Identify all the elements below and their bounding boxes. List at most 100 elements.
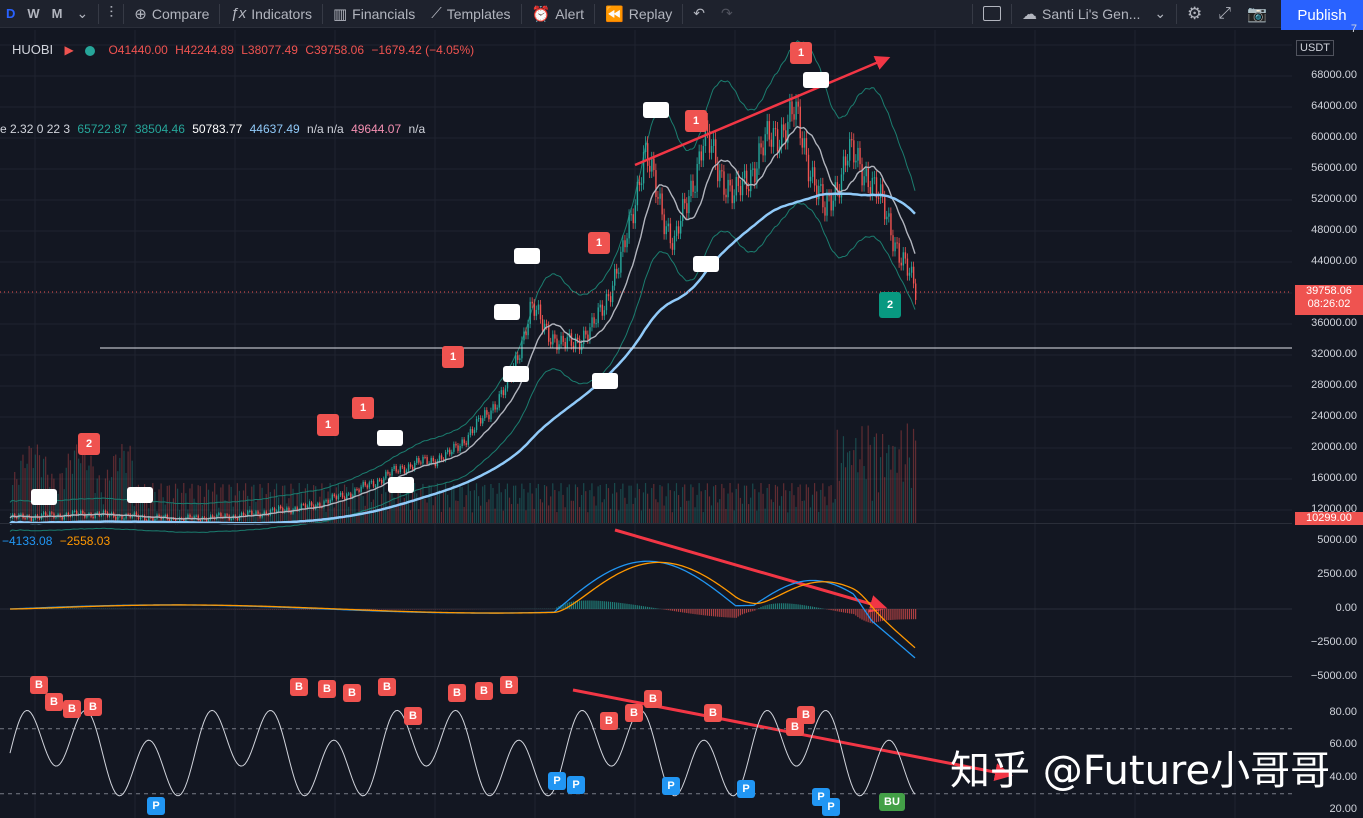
price-chart-canvas[interactable] — [0, 30, 1363, 818]
volume-bar — [82, 446, 84, 523]
volume-bar — [189, 488, 191, 523]
volume-bar — [886, 453, 888, 523]
volume-bar — [915, 440, 917, 523]
indicator-value-sma: 44637.49 — [249, 122, 300, 136]
alert-button[interactable]: ⏰ Alert — [524, 0, 592, 28]
macd-hist-bar — [838, 609, 840, 612]
candle-body — [762, 147, 764, 156]
candle-body — [671, 243, 674, 250]
volume-bar — [849, 450, 851, 523]
candle-body — [515, 355, 517, 367]
rsi-p-label: P — [548, 772, 566, 790]
candle-body — [630, 214, 632, 216]
sell-signal-label: 1 — [317, 414, 339, 436]
volume-bar — [851, 465, 853, 523]
macd-hist-bar — [581, 600, 583, 609]
macd-hist-bar — [717, 609, 719, 617]
volume-bar — [434, 496, 436, 523]
rsi-p-label: P — [662, 777, 680, 795]
pane-separator[interactable] — [0, 523, 1292, 524]
volume-bar — [339, 500, 342, 523]
candle-body — [496, 407, 498, 410]
volume-bar — [756, 510, 758, 523]
candle-body — [581, 343, 583, 351]
camera-icon[interactable]: 📷 — [1247, 5, 1267, 23]
candle-body — [426, 457, 428, 465]
volume-bar — [393, 497, 395, 523]
candle-body — [65, 513, 68, 516]
volume-bar — [261, 487, 263, 523]
macd-hist-bar — [605, 601, 607, 609]
timeframe-w[interactable]: W — [27, 6, 40, 21]
candle-body — [100, 514, 103, 516]
candle-body — [170, 518, 173, 522]
top-toolbar: D W M ⌄ ⫶ ⊕ Compare ƒx Indicators ▥ Financi… — [0, 0, 1363, 28]
price-tick-label: 28000.00 — [1311, 379, 1357, 391]
price-tick-label: 7 — [1350, 22, 1357, 35]
volume-bar — [801, 500, 803, 523]
financials-button[interactable]: ▥ Financials — [325, 0, 423, 28]
templates-button[interactable]: ⟋ Templates — [423, 0, 518, 28]
price-tick-label: 24000.00 — [1311, 410, 1357, 422]
macd-hist-bar — [710, 609, 713, 617]
volume-bar — [280, 504, 282, 523]
publish-button[interactable]: Publish — [1281, 0, 1363, 30]
redo-icon[interactable]: ↷ — [721, 5, 733, 21]
price-tick-label: 68000.00 — [1311, 69, 1357, 81]
candle-body — [323, 501, 325, 508]
macd-hist-bar — [813, 606, 816, 609]
volume-bar — [224, 500, 226, 523]
candle-body — [327, 500, 329, 503]
replay-button[interactable]: ⏪ Replay — [597, 0, 680, 28]
volume-bar — [181, 492, 183, 523]
timeframe-m[interactable]: M — [51, 6, 63, 21]
candle-body — [719, 170, 721, 182]
volume-bar — [490, 483, 492, 523]
macd-hist-bar — [688, 609, 690, 614]
candle-body — [818, 185, 820, 200]
volume-bar — [55, 502, 57, 523]
volume-bar — [896, 472, 898, 523]
candle-body — [469, 429, 472, 435]
candle-body — [521, 340, 523, 359]
candle-body — [820, 184, 822, 186]
macd-hist-bar — [762, 606, 764, 609]
compare-button[interactable]: ⊕ Compare — [126, 0, 217, 28]
timeframe-d[interactable]: D — [6, 6, 16, 21]
undo-icon[interactable]: ↶ — [693, 5, 706, 21]
candle-body — [896, 242, 898, 244]
toolbar-divider — [682, 3, 684, 24]
candle-body — [30, 517, 33, 521]
macd-hist-bar — [834, 609, 836, 611]
macd-hist-bar — [787, 603, 789, 609]
rsi-b-label: B — [475, 682, 493, 700]
timeframe-dropdown-icon[interactable]: ⌄ — [76, 5, 89, 21]
indicators-button[interactable]: ƒx Indicators — [222, 0, 320, 28]
settings-gear-icon[interactable]: ⚙ — [1187, 3, 1203, 23]
candle-body — [706, 120, 709, 132]
currency-badge[interactable]: USDT — [1296, 40, 1334, 56]
layout-square-icon[interactable] — [975, 0, 1009, 28]
layout-name-button[interactable]: ☁ Santi Li's Gen... ⌄ — [1014, 0, 1174, 28]
pane-separator[interactable] — [0, 676, 1292, 677]
rsi-b-label: B — [625, 704, 643, 722]
macd-hist-bar — [632, 604, 634, 609]
candle-body — [836, 182, 839, 191]
volume-bar — [275, 483, 278, 523]
volume-bar — [401, 503, 403, 523]
fullscreen-icon[interactable]: ⤢ — [1218, 4, 1232, 22]
candle-type-icon[interactable]: ⫶ — [109, 4, 114, 22]
candle-body — [628, 215, 630, 239]
bar-countdown: 08:26:02 — [1307, 298, 1351, 310]
chart-area[interactable]: HUOBI ▶ O41440.00 H42244.89 L38077.49 C3… — [0, 23, 1363, 818]
candle-body — [894, 242, 896, 252]
candle-body — [104, 510, 107, 513]
candle-body — [826, 195, 828, 216]
macd-hist-bar — [900, 609, 902, 620]
volume-bar — [783, 483, 785, 523]
volume-bar — [123, 450, 125, 523]
volume-bar — [111, 477, 113, 523]
candle-body — [502, 390, 505, 396]
volume-bar — [865, 479, 867, 523]
candle-body — [391, 469, 393, 476]
